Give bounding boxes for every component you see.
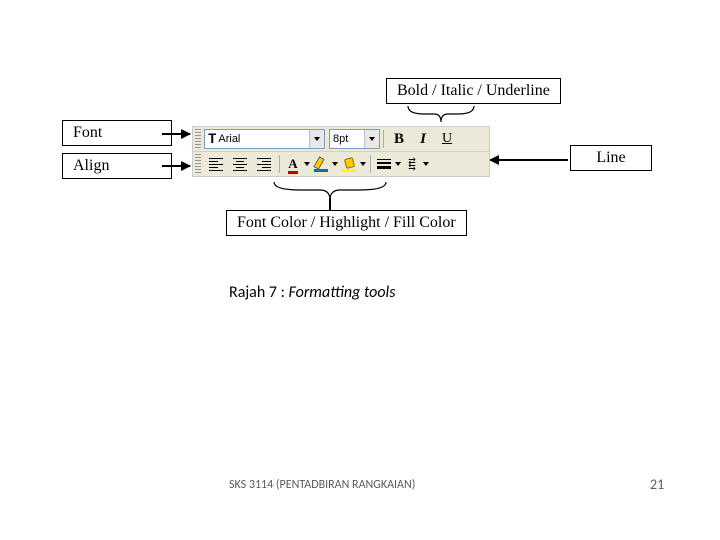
fill-color-dropdown[interactable] <box>359 162 367 166</box>
callout-colors: Font Color / Highlight / Fill Color <box>226 210 467 236</box>
callout-font: Font <box>62 120 172 146</box>
bold-icon: B <box>394 131 404 148</box>
line-ends-icon: ⇄ ⇆ <box>405 158 419 170</box>
line-ends-dropdown[interactable] <box>422 162 430 166</box>
separator <box>370 155 371 173</box>
toolbar-grip[interactable] <box>195 154 201 174</box>
arrow-font <box>162 133 190 135</box>
formatting-toolbar: 𝐓 Arial 8pt B I U <box>192 126 490 177</box>
toolbar-grip[interactable] <box>195 129 201 149</box>
chevron-down-icon <box>309 130 324 148</box>
separator <box>279 155 280 173</box>
font-color-button[interactable]: A <box>284 154 302 174</box>
line-style-dropdown[interactable] <box>394 162 402 166</box>
brace-biu <box>406 104 476 124</box>
underline-button[interactable]: U <box>436 129 458 149</box>
align-center-button[interactable] <box>229 154 251 174</box>
align-right-button[interactable] <box>253 154 275 174</box>
bold-button[interactable]: B <box>388 129 410 149</box>
font-color-icon: A <box>288 156 297 172</box>
figure-caption: Rajah 7 : Formatting tools <box>229 283 395 302</box>
font-name-dropdown[interactable]: 𝐓 Arial <box>204 129 325 149</box>
align-left-button[interactable] <box>205 154 227 174</box>
line-ends-button[interactable]: ⇄ ⇆ <box>403 154 421 174</box>
page-number: 21 <box>650 476 664 493</box>
arrow-align <box>162 165 190 167</box>
line-style-button[interactable] <box>375 154 393 174</box>
arrow-line <box>490 159 568 161</box>
italic-button[interactable]: I <box>412 129 434 149</box>
italic-icon: I <box>420 131 426 148</box>
highlight-button[interactable] <box>312 154 330 174</box>
footer-course: SKS 3114 (PENTADBIRAN RANGKAIAN) <box>229 478 415 492</box>
highlight-icon <box>314 157 328 171</box>
underline-icon: U <box>442 131 452 147</box>
font-color-dropdown[interactable] <box>303 162 311 166</box>
fill-color-button[interactable] <box>340 154 358 174</box>
toolbar-row-2: A <box>193 152 489 176</box>
connector-colors <box>329 198 331 210</box>
toolbar-row-1: 𝐓 Arial 8pt B I U <box>193 127 489 152</box>
align-left-icon <box>209 158 223 170</box>
align-right-icon <box>257 158 271 170</box>
line-style-icon <box>377 157 391 171</box>
font-tt-icon: 𝐓 <box>208 131 216 147</box>
chevron-down-icon <box>364 130 379 148</box>
highlight-dropdown[interactable] <box>331 162 339 166</box>
font-size-value: 8pt <box>333 133 348 145</box>
separator <box>383 130 384 148</box>
callout-biu: Bold / Italic / Underline <box>386 78 561 104</box>
callout-line: Line <box>570 145 652 171</box>
callout-align: Align <box>62 153 172 179</box>
align-center-icon <box>233 158 247 170</box>
fill-color-icon <box>342 157 356 171</box>
font-size-dropdown[interactable]: 8pt <box>329 129 380 149</box>
font-name-value: Arial <box>218 133 240 145</box>
